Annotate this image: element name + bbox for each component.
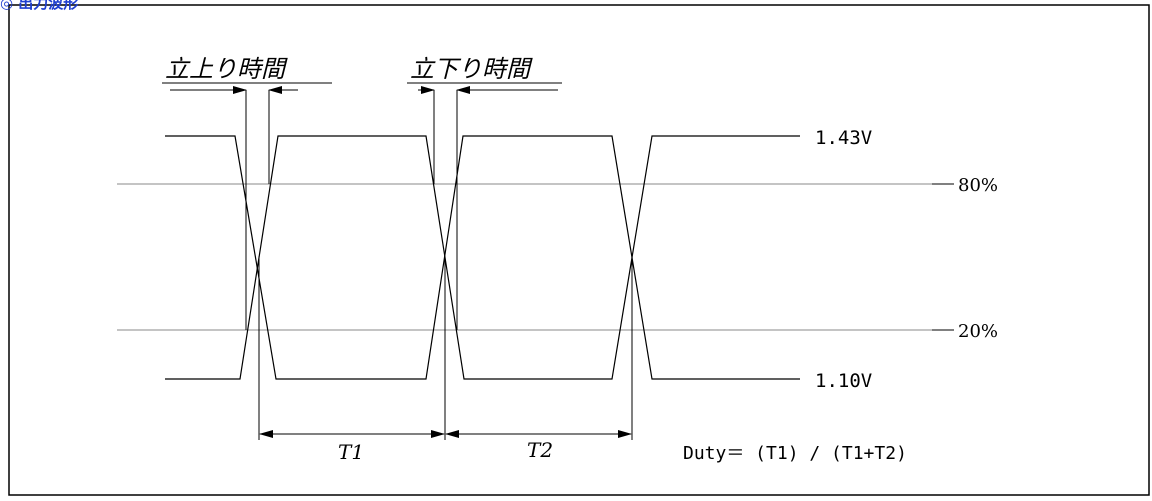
period-t2-label: T2 <box>527 438 553 462</box>
high-level-label: 1.43V <box>815 127 872 149</box>
duty-formula: Duty＝ (T1) / (T1+T2) <box>683 443 907 464</box>
section-header: ◎ 出力波形 <box>0 0 79 12</box>
diagram-frame <box>8 4 1150 496</box>
threshold-label-80: 80% <box>958 175 998 196</box>
threshold-label-20: 20% <box>958 321 998 342</box>
low-level-label: 1.10V <box>815 370 872 392</box>
waveform-signal-a <box>165 135 800 380</box>
waveform-signal-b <box>165 135 800 380</box>
period-t1-label: T1 <box>338 440 364 464</box>
fall-time-label: 立下り時間 <box>410 55 533 83</box>
rise-time-label: 立上り時間 <box>165 55 288 83</box>
